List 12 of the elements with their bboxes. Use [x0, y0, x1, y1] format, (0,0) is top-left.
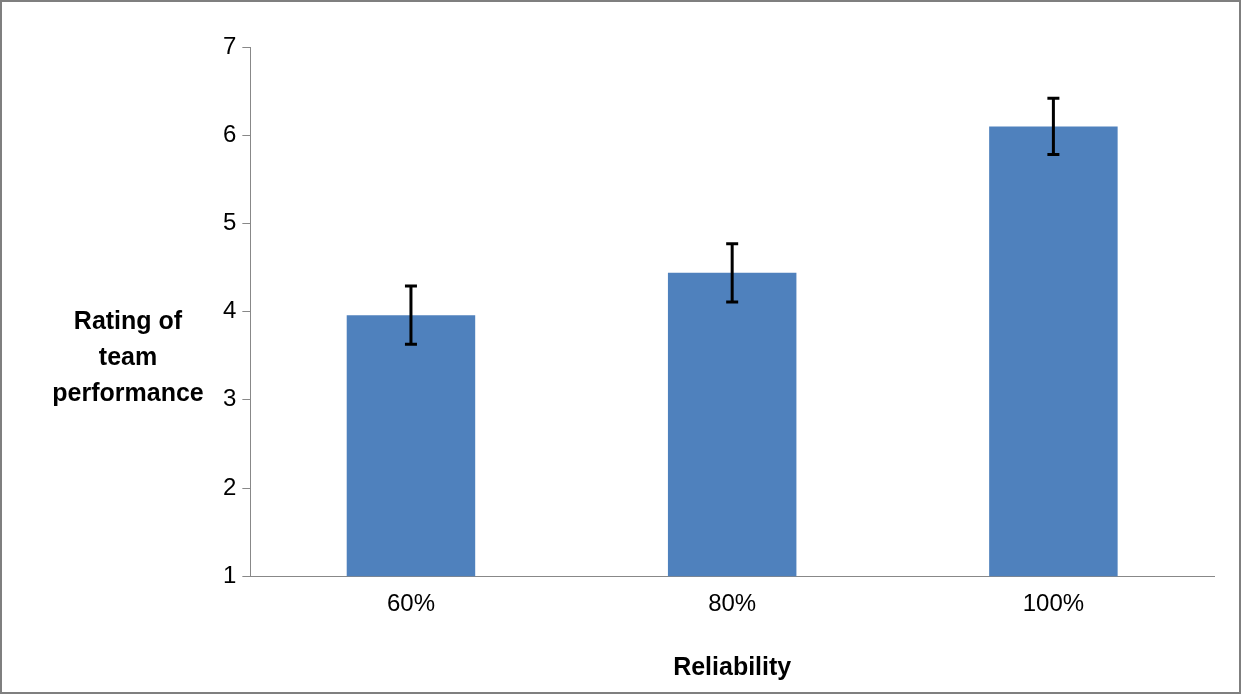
- x-tick-label: 80%: [708, 589, 757, 617]
- y-tick-label: 2: [222, 472, 237, 500]
- y-axis-title: Rating of team performance: [51, 305, 205, 408]
- x-axis-title: Reliability: [673, 651, 792, 680]
- y-tick-label: 1: [222, 560, 237, 588]
- y-tick-label: 5: [222, 208, 237, 236]
- y-tick-label: 4: [222, 296, 237, 324]
- x-tick-label: 60%: [386, 589, 435, 617]
- y-tick-label: 6: [222, 119, 237, 147]
- y-tick-label: 7: [222, 31, 237, 59]
- x-tick-label: 100%: [1022, 589, 1085, 617]
- y-tick-label: 3: [222, 384, 237, 412]
